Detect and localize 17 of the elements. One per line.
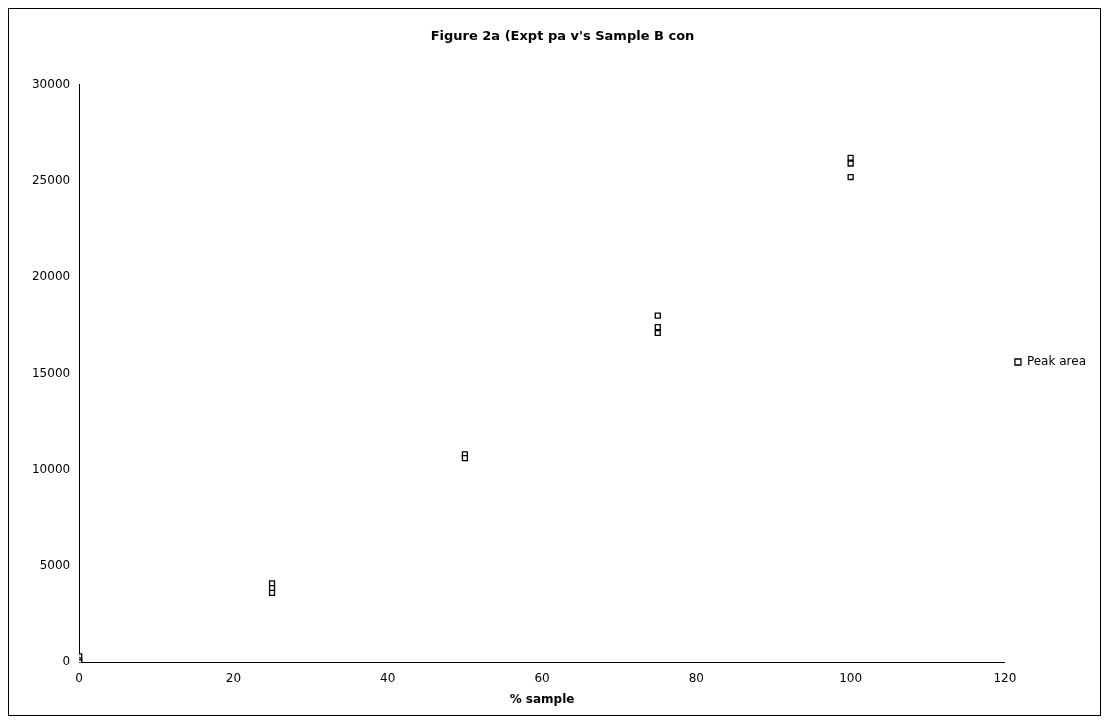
y-tick-label: 20000 bbox=[31, 269, 71, 284]
y-tick-label: 30000 bbox=[31, 76, 71, 91]
x-tick-label: 120 bbox=[993, 670, 1017, 685]
x-axis-title: % sample bbox=[509, 691, 575, 706]
y-tick-label: 25000 bbox=[31, 172, 71, 187]
chart-title: Figure 2a (Expt pa v's Sample B con bbox=[430, 28, 695, 44]
x-tick-label: 60 bbox=[534, 670, 550, 685]
y-tick-label: 15000 bbox=[31, 365, 71, 380]
x-tick-label: 80 bbox=[688, 670, 704, 685]
x-tick-label: 100 bbox=[839, 670, 863, 685]
y-tick-label: 10000 bbox=[31, 461, 71, 476]
x-tick-label: 0 bbox=[75, 670, 83, 685]
y-tick-label: 5000 bbox=[39, 558, 71, 573]
x-tick-label: 20 bbox=[225, 670, 242, 685]
y-tick-label: 0 bbox=[62, 654, 71, 669]
x-tick-label: 40 bbox=[380, 670, 396, 685]
legend-label: Peak area bbox=[1026, 354, 1087, 369]
